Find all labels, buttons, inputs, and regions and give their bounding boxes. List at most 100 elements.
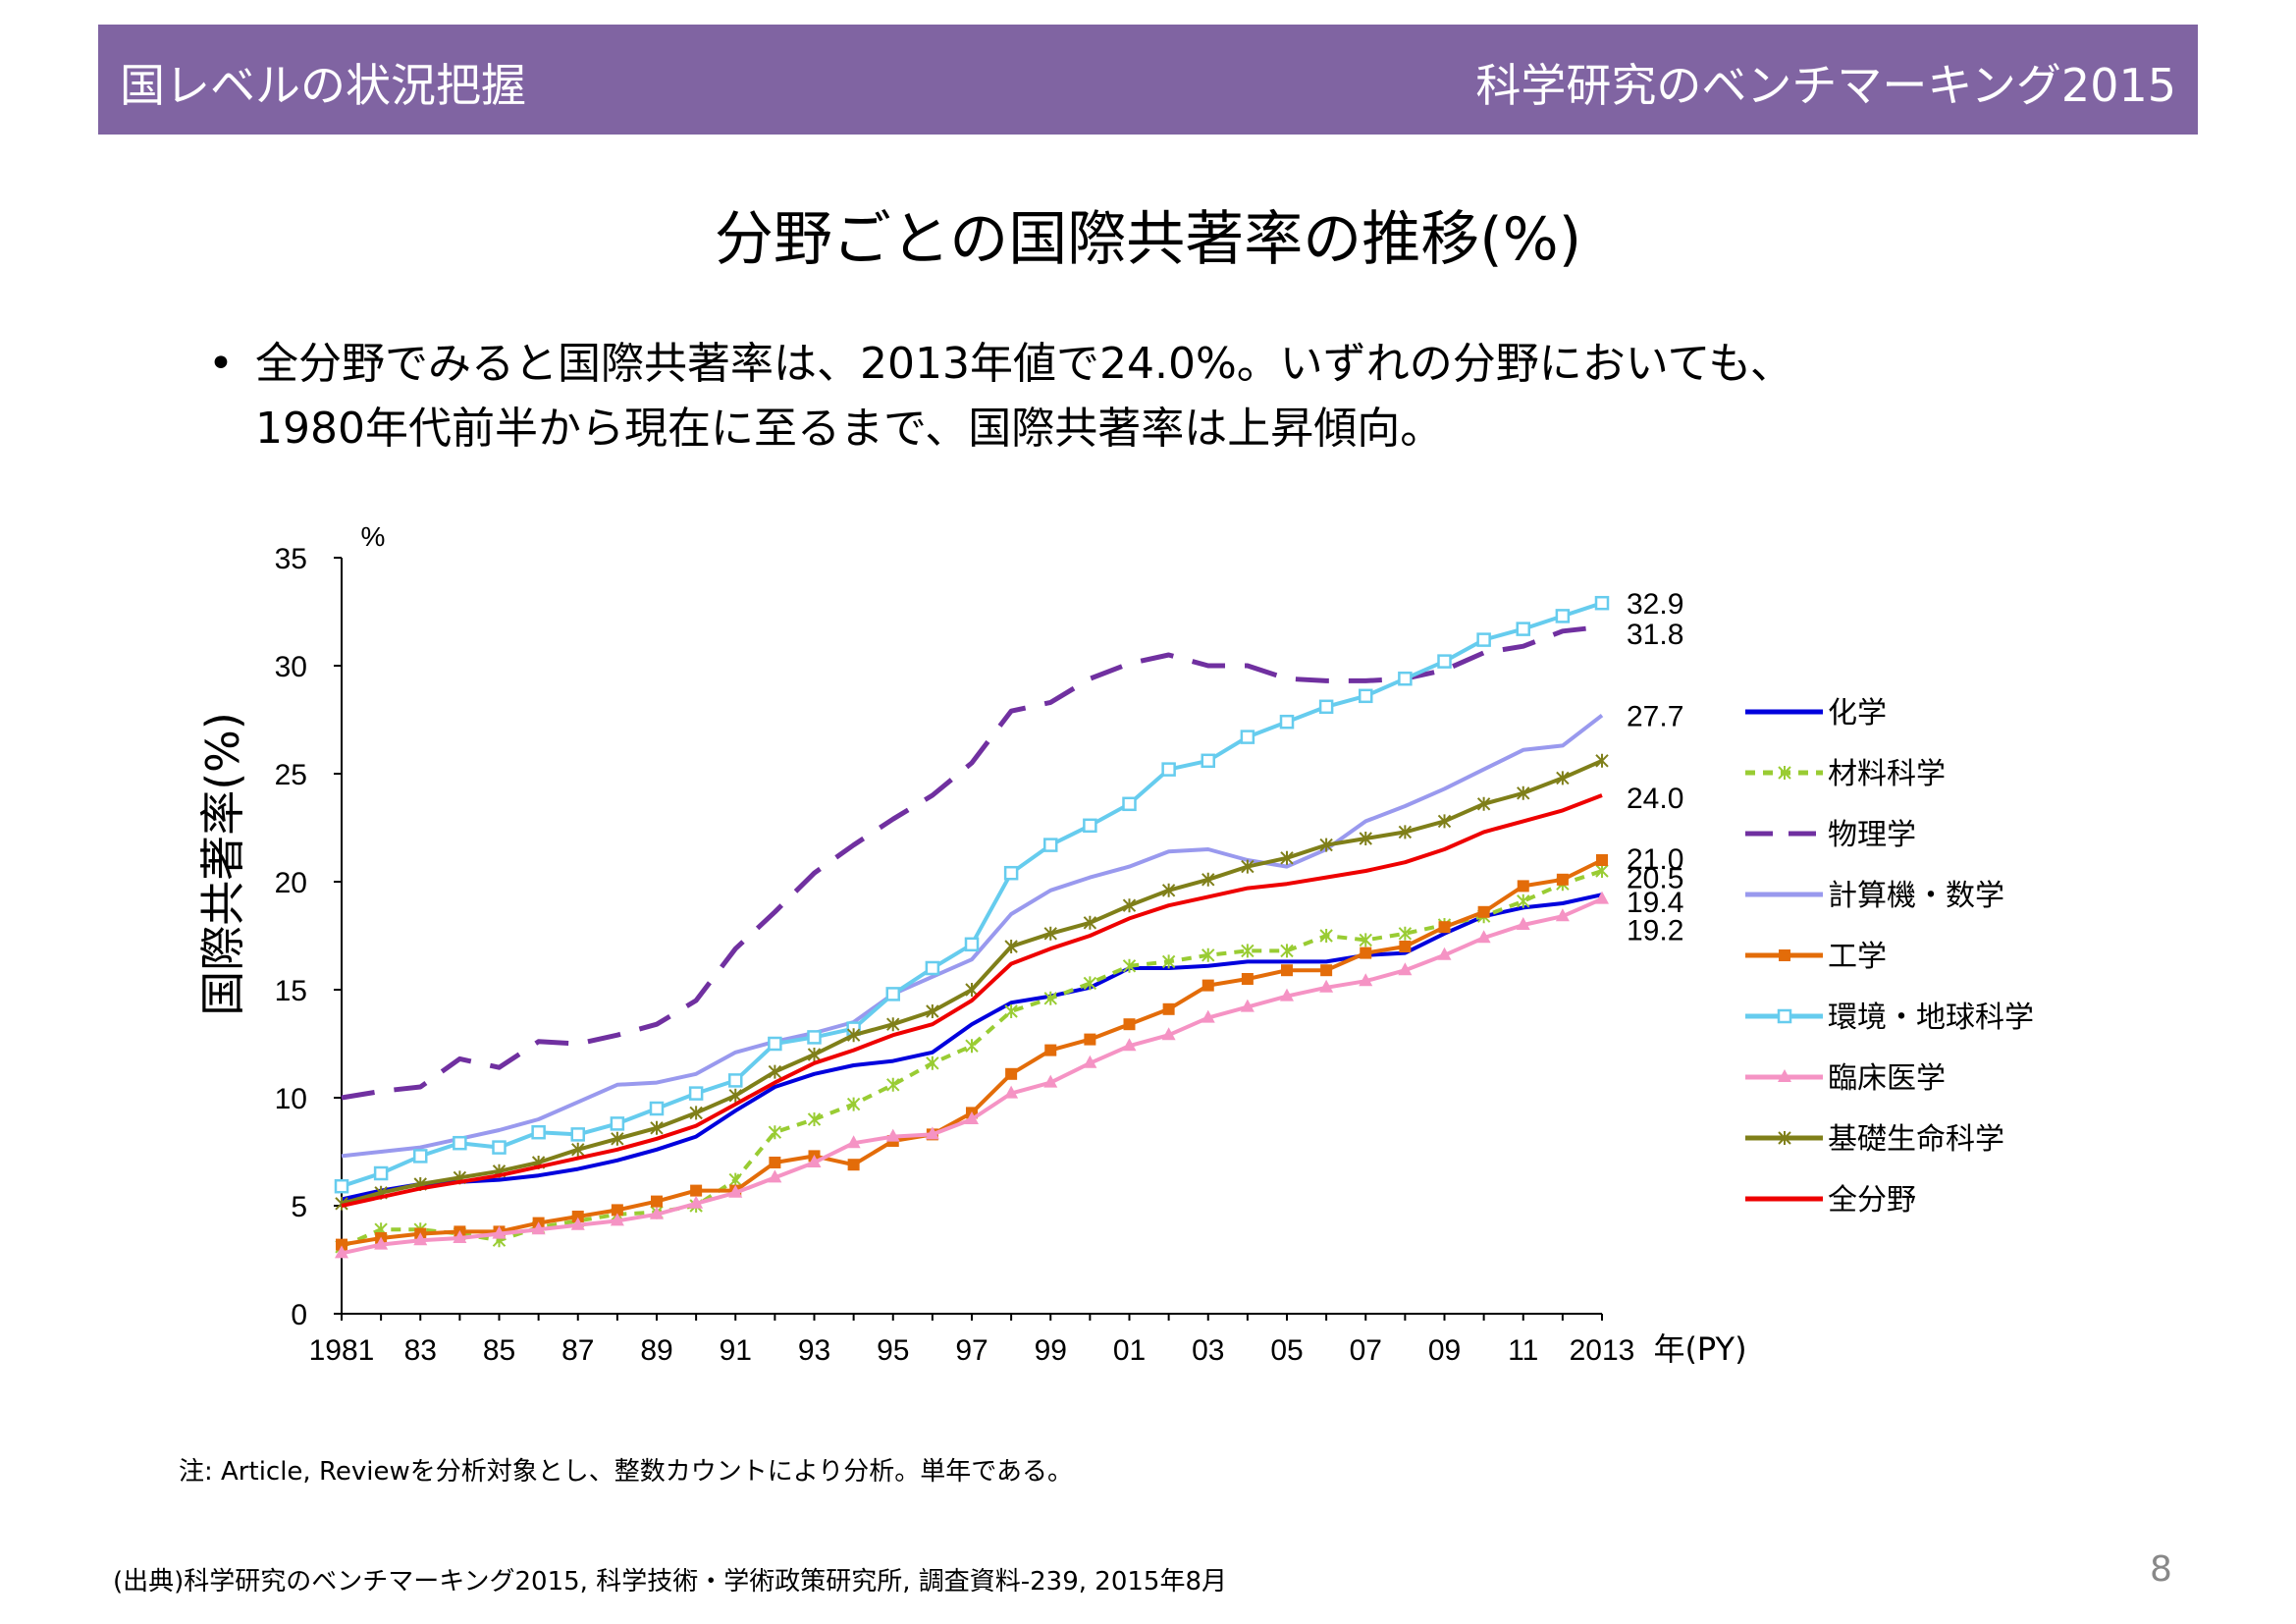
series-line (341, 896, 1603, 1256)
legend-label: 工学 (1828, 940, 1887, 974)
data-point (1043, 991, 1057, 1005)
data-point (1161, 1027, 1176, 1041)
data-point (1595, 753, 1609, 768)
data-point (1594, 595, 1610, 611)
data-point (1043, 1074, 1058, 1088)
data-point (1201, 947, 1215, 962)
data-point (1399, 941, 1412, 952)
data-point (571, 1211, 584, 1222)
data-point (1043, 838, 1058, 852)
y-tick-label: 5 (291, 1191, 307, 1223)
data-point (531, 1124, 546, 1140)
data-point (1516, 917, 1530, 930)
data-point (1437, 947, 1452, 960)
y-axis-title: 国際共著率(%) (196, 712, 249, 1016)
x-tick-label: 11 (1508, 1334, 1538, 1367)
data-point (964, 937, 980, 952)
data-point (965, 1039, 979, 1054)
data-point (965, 983, 979, 997)
data-point (1044, 1044, 1057, 1056)
x-tick-label: 93 (798, 1334, 830, 1367)
data-point (1084, 1033, 1096, 1046)
y-tick-label: 10 (275, 1083, 307, 1115)
data-point (571, 1142, 585, 1157)
data-point (1398, 962, 1413, 976)
data-point (611, 1204, 623, 1217)
data-point (1280, 988, 1294, 1001)
legend-label: 全分野 (1828, 1183, 1916, 1218)
data-point (610, 1213, 624, 1226)
data-point (1083, 818, 1097, 834)
end-value-label: 31.8 (1627, 619, 1683, 651)
data-point (1280, 850, 1294, 865)
data-point (1596, 854, 1608, 866)
series-環境・地球科学 (334, 595, 1610, 1194)
data-point (1123, 1018, 1136, 1031)
data-point (965, 1111, 979, 1124)
legend-item: 物理学 (1745, 818, 1916, 852)
data-point (885, 987, 900, 1001)
data-point (1517, 880, 1529, 893)
x-tick-label: 89 (640, 1334, 672, 1367)
end-value-label: 19.4 (1627, 887, 1683, 919)
data-point (728, 1073, 743, 1088)
series-line (341, 869, 1603, 1249)
data-point (335, 1196, 348, 1211)
data-point (1122, 1038, 1137, 1052)
series-line (341, 714, 1604, 1159)
data-point (1083, 976, 1097, 991)
data-point (336, 1238, 347, 1251)
data-point (1319, 929, 1333, 943)
data-point (807, 1030, 822, 1045)
data-point (611, 1131, 624, 1146)
data-point (926, 1004, 939, 1018)
data-point (1004, 1004, 1018, 1018)
legend-label: 基礎生命科学 (1828, 1122, 2004, 1157)
data-point (1122, 796, 1137, 812)
data-point (768, 1064, 782, 1079)
data-point (768, 1036, 782, 1052)
data-point (689, 1195, 704, 1209)
page-number: 8 (2150, 1549, 2172, 1590)
data-point (1240, 999, 1255, 1012)
bullet-dot-icon: • (208, 339, 234, 389)
data-point (1279, 714, 1295, 730)
data-point (1555, 908, 1570, 922)
bullet-line-2: 1980年代前半から現在に至るまで、国際共著率は上昇傾向。 (255, 404, 1444, 454)
data-point (1319, 979, 1334, 993)
data-point (1516, 622, 1530, 636)
series-計算機・数学 (341, 714, 1604, 1159)
data-point (1398, 671, 1413, 686)
data-point (1437, 654, 1452, 669)
data-point (374, 1236, 389, 1250)
x-tick-label: 03 (1192, 1334, 1224, 1367)
data-point (334, 1178, 349, 1194)
data-point (1778, 766, 1791, 780)
end-value-label: 32.9 (1627, 588, 1683, 621)
data-point (1476, 632, 1491, 647)
data-point (886, 1077, 900, 1092)
data-point (1778, 1069, 1791, 1082)
legend-item: 化学 (1745, 696, 1887, 731)
series-全分野 (341, 793, 1603, 1208)
y-tick-label: 30 (275, 651, 307, 683)
data-point (651, 1195, 663, 1208)
data-point (1437, 814, 1452, 829)
x-tick-label: 85 (483, 1334, 515, 1367)
data-point (1083, 1055, 1097, 1068)
data-point (846, 1135, 861, 1149)
data-point (1004, 940, 1018, 953)
data-point (1122, 958, 1137, 973)
x-tick-label: 83 (404, 1334, 437, 1367)
data-point (1398, 825, 1413, 839)
data-point (846, 1028, 861, 1043)
data-point (1241, 859, 1255, 874)
data-point (1477, 905, 1490, 918)
series-臨床医学 (335, 891, 1609, 1259)
summary-bullet: • 全分野でみると国際共著率は、2013年値で24.0%。いずれの分野においても… (208, 332, 1793, 461)
end-value-label: 24.0 (1627, 783, 1683, 815)
data-point (690, 1184, 703, 1197)
x-tick-label: 01 (1113, 1334, 1146, 1367)
data-point (768, 1169, 782, 1183)
legend-label: 化学 (1828, 696, 1887, 731)
